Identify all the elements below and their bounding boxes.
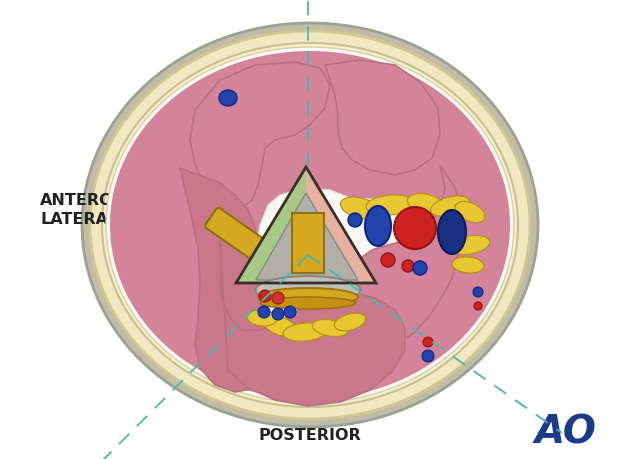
Ellipse shape xyxy=(365,206,391,246)
Ellipse shape xyxy=(90,31,530,419)
FancyBboxPatch shape xyxy=(205,208,275,266)
Ellipse shape xyxy=(272,308,284,320)
Ellipse shape xyxy=(430,196,469,216)
Polygon shape xyxy=(256,193,358,280)
Ellipse shape xyxy=(422,350,434,362)
Ellipse shape xyxy=(413,261,427,275)
Polygon shape xyxy=(325,60,440,175)
Ellipse shape xyxy=(402,260,414,272)
Text: AO: AO xyxy=(534,413,596,451)
Bar xyxy=(292,213,324,273)
Ellipse shape xyxy=(438,210,466,254)
Polygon shape xyxy=(236,167,306,283)
Ellipse shape xyxy=(381,253,395,267)
Ellipse shape xyxy=(258,288,358,306)
Ellipse shape xyxy=(366,195,414,215)
Ellipse shape xyxy=(82,23,538,427)
Ellipse shape xyxy=(455,202,485,223)
Ellipse shape xyxy=(247,310,277,326)
Ellipse shape xyxy=(272,292,284,304)
Text: ANTERO-
LATERAL: ANTERO- LATERAL xyxy=(40,193,120,227)
Ellipse shape xyxy=(110,51,510,399)
Ellipse shape xyxy=(258,306,270,318)
Ellipse shape xyxy=(348,213,362,227)
Ellipse shape xyxy=(473,287,483,297)
Polygon shape xyxy=(306,167,376,283)
Ellipse shape xyxy=(450,235,490,255)
Polygon shape xyxy=(338,165,462,348)
Ellipse shape xyxy=(423,337,433,347)
Ellipse shape xyxy=(394,207,436,249)
Polygon shape xyxy=(190,62,330,208)
Ellipse shape xyxy=(312,319,348,336)
Ellipse shape xyxy=(102,43,518,407)
Ellipse shape xyxy=(219,90,237,106)
Ellipse shape xyxy=(283,323,327,341)
Text: POSTERIOR: POSTERIOR xyxy=(259,427,361,442)
Ellipse shape xyxy=(474,302,482,310)
Ellipse shape xyxy=(106,47,514,403)
Ellipse shape xyxy=(284,306,296,318)
Polygon shape xyxy=(248,188,445,338)
Ellipse shape xyxy=(407,194,443,213)
Ellipse shape xyxy=(260,297,355,309)
Ellipse shape xyxy=(259,290,271,302)
Ellipse shape xyxy=(340,197,379,219)
Ellipse shape xyxy=(452,257,484,273)
Polygon shape xyxy=(218,210,405,406)
Polygon shape xyxy=(180,168,278,392)
Ellipse shape xyxy=(263,315,297,336)
Ellipse shape xyxy=(334,313,366,331)
Ellipse shape xyxy=(255,276,360,304)
